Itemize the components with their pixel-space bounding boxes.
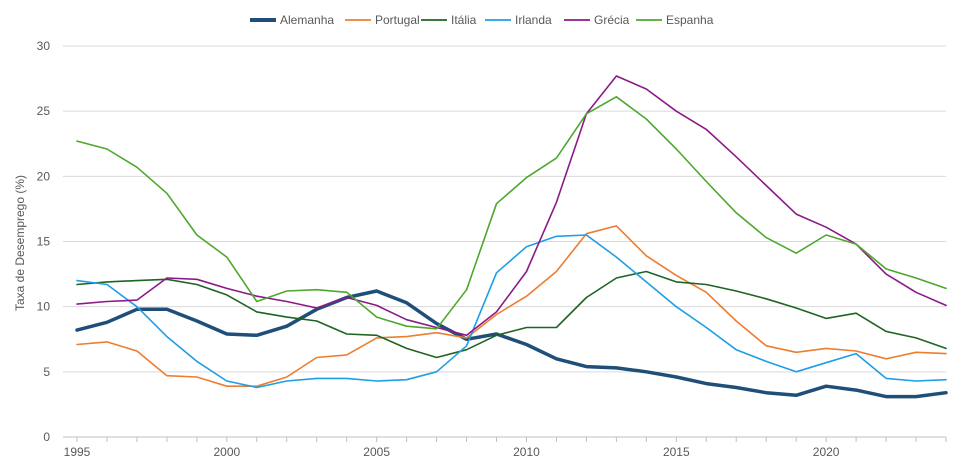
legend-item-espanha: Espanha <box>636 13 714 27</box>
gridlines <box>63 45 946 373</box>
y-axis-title: Taxa de Desemprego (%) <box>13 175 27 311</box>
series-line-espanha <box>76 96 947 330</box>
series-line-alemanha <box>75 289 948 399</box>
y-tick-label-0: 0 <box>43 430 50 444</box>
x-tick-label-2020: 2020 <box>813 445 840 459</box>
legend-label-itália: Itália <box>451 13 477 27</box>
legend-label-alemanha: Alemanha <box>280 13 334 27</box>
axes: 0 5 10 15 20 25 30 1995 2000 2005 2010 2015 2020 <box>37 39 947 459</box>
x-tick-label-2005: 2005 <box>363 445 390 459</box>
legend-item-itália: Itália <box>421 13 477 27</box>
y-tick-label-30: 30 <box>37 39 51 53</box>
series-lines <box>75 75 948 399</box>
series-line-portugal <box>76 225 947 388</box>
y-tick-label-5: 5 <box>43 365 50 379</box>
y-tick-label-25: 25 <box>37 104 51 118</box>
legend-item-portugal: Portugal <box>345 13 420 27</box>
x-tick-label-2010: 2010 <box>513 445 540 459</box>
legend-item-irlanda: Irlanda <box>485 13 552 27</box>
legend-item-alemanha: Alemanha <box>250 13 334 27</box>
series-line-irlanda <box>76 234 947 389</box>
series-line-itália <box>76 270 947 359</box>
y-tick-label-20: 20 <box>37 169 51 183</box>
x-tick-label-1995: 1995 <box>64 445 91 459</box>
legend-label-portugal: Portugal <box>375 13 420 27</box>
legend: Alemanha Portugal Itália Irlanda Grécia Espan… <box>250 13 714 27</box>
legend-label-irlanda: Irlanda <box>515 13 552 27</box>
legend-label-grécia: Grécia <box>594 13 630 27</box>
y-tick-label-15: 15 <box>37 235 51 249</box>
x-tick-label-2000: 2000 <box>213 445 240 459</box>
series-line-grécia <box>76 75 947 337</box>
y-tick-label-10: 10 <box>37 300 51 314</box>
legend-item-grécia: Grécia <box>564 13 630 27</box>
legend-label-espanha: Espanha <box>666 13 714 27</box>
x-tick-label-2015: 2015 <box>663 445 690 459</box>
